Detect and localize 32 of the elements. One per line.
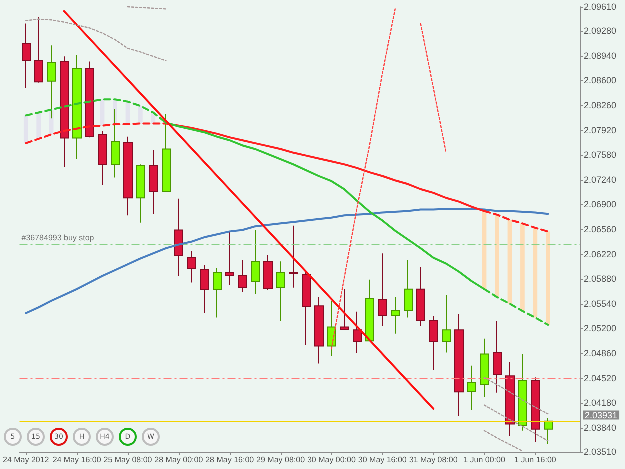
y-tick-label: 2.04860: [584, 348, 617, 359]
x-tick-label: 31 May 08:00: [409, 456, 458, 464]
y-tick-label: 2.03510: [584, 447, 617, 457]
y-tick-label: 2.05880: [584, 274, 617, 284]
x-tick-label: 24 May 2012: [2, 456, 50, 464]
y-tick-label: 2.05540: [584, 298, 617, 309]
y-tick-label: 2.09280: [584, 26, 617, 36]
y-tick-label: 2.04520: [584, 373, 617, 384]
y-tick-label: 2.08600: [584, 76, 617, 86]
y-tick-label: 2.06560: [584, 224, 617, 234]
y-tick-label: 2.07920: [584, 125, 617, 136]
x-tick-label: 25 May 08:00: [104, 456, 153, 464]
y-tick-label: 2.05200: [584, 324, 617, 334]
y-tick-label: 2.07240: [584, 174, 617, 185]
x-tick-label: 30 May 00:00: [307, 456, 356, 464]
x-tick-label: 28 May 00:00: [154, 456, 204, 464]
y-tick-label: 2.09610: [584, 2, 617, 12]
x-tick-label: 1 Jun 00:00: [464, 456, 506, 464]
x-tick-label: 29 May 08:00: [256, 456, 306, 464]
x-tick-label: 24 May 16:00: [52, 456, 102, 464]
y-tick-label: 2.08260: [584, 100, 617, 110]
x-tick-label: 28 May 16:00: [206, 456, 255, 464]
ref-line-label: 2.03931: [585, 410, 618, 420]
x-tick-label: 1 Jun 16:00: [514, 456, 557, 464]
y-tick-label: 2.07580: [584, 150, 617, 160]
x-tick-label: 30 May 16:00: [358, 456, 408, 464]
y-tick-label: 2.03840: [584, 422, 617, 433]
ref-line-label: #36784993 buy stop: [22, 234, 95, 243]
y-tick-label: 2.06220: [584, 249, 617, 260]
y-tick-label: 2.08940: [584, 50, 617, 61]
y-tick-label: 2.04180: [584, 398, 617, 408]
y-tick-label: 2.06900: [584, 200, 617, 210]
